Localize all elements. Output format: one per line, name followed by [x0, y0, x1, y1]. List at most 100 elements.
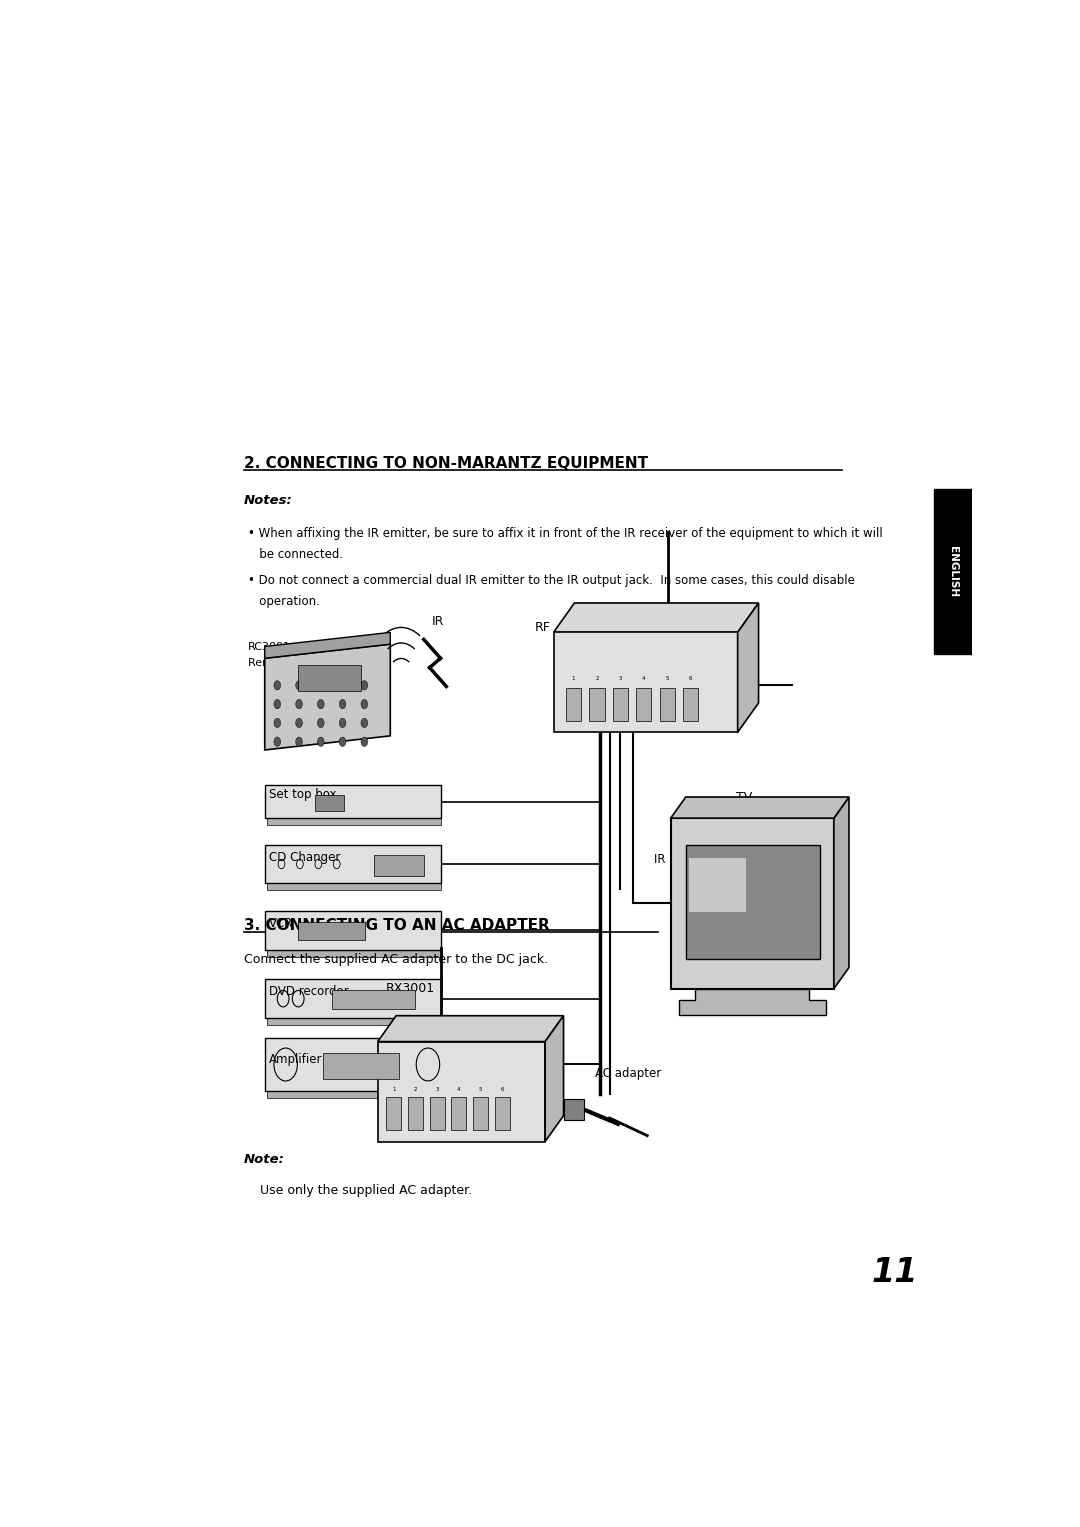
Text: 5: 5 — [665, 675, 670, 681]
Text: Remote controller: Remote controller — [248, 658, 348, 669]
Text: 6: 6 — [689, 675, 692, 681]
Bar — [934, 489, 972, 654]
Bar — [265, 1038, 457, 1090]
Bar — [267, 947, 441, 957]
Circle shape — [296, 681, 302, 690]
Bar — [267, 1015, 441, 1025]
Polygon shape — [265, 644, 390, 750]
Bar — [387, 1096, 401, 1130]
Bar — [378, 1041, 545, 1142]
Text: RX3001: RX3001 — [583, 632, 629, 646]
Circle shape — [274, 738, 281, 747]
Circle shape — [296, 699, 302, 709]
Bar — [265, 979, 441, 1019]
Bar — [473, 1096, 488, 1130]
Polygon shape — [554, 603, 758, 632]
Bar — [590, 687, 605, 721]
Text: RX3001: RX3001 — [387, 982, 435, 994]
Circle shape — [274, 681, 281, 690]
Text: 4: 4 — [643, 675, 646, 681]
Text: Notes:: Notes: — [244, 493, 293, 507]
Text: Use only the supplied AC adapter.: Use only the supplied AC adapter. — [244, 1183, 472, 1197]
Bar — [265, 785, 441, 818]
Text: operation.: operation. — [248, 596, 320, 608]
Bar — [323, 1054, 399, 1080]
Text: 1: 1 — [392, 1087, 395, 1092]
Text: 2. CONNECTING TO NON-MARANTZ EQUIPMENT: 2. CONNECTING TO NON-MARANTZ EQUIPMENT — [244, 457, 648, 470]
Bar — [315, 794, 345, 811]
Text: be connected.: be connected. — [248, 548, 343, 560]
Text: RC3001: RC3001 — [248, 641, 291, 652]
Circle shape — [339, 681, 346, 690]
Polygon shape — [679, 988, 826, 1014]
Text: RF: RF — [535, 620, 551, 634]
Circle shape — [361, 681, 367, 690]
Circle shape — [274, 718, 281, 728]
Text: • When affixing the IR emitter, be sure to affix it in front of the IR receiver : • When affixing the IR emitter, be sure … — [248, 527, 882, 539]
Text: VCR: VCR — [269, 916, 294, 930]
Text: CD Changer: CD Changer — [269, 851, 340, 864]
Text: 2: 2 — [595, 675, 598, 681]
Text: Connect the supplied AC adapter to the DC jack.: Connect the supplied AC adapter to the D… — [244, 953, 548, 967]
Circle shape — [296, 718, 302, 728]
Bar — [265, 912, 441, 950]
Bar — [374, 855, 423, 876]
Bar — [408, 1096, 423, 1130]
Bar — [495, 1096, 510, 1130]
Text: Amplifier: Amplifier — [269, 1054, 323, 1066]
Text: 3. CONNECTING TO AN AC ADAPTER: 3. CONNECTING TO AN AC ADAPTER — [244, 918, 550, 933]
Polygon shape — [545, 1015, 564, 1142]
Bar — [671, 818, 834, 988]
Circle shape — [318, 718, 324, 728]
Circle shape — [339, 699, 346, 709]
Text: 3: 3 — [619, 675, 622, 681]
Text: 5: 5 — [478, 1087, 483, 1092]
Circle shape — [318, 681, 324, 690]
Text: IR: IR — [432, 615, 445, 628]
Bar — [298, 666, 361, 692]
Circle shape — [296, 738, 302, 747]
Bar — [684, 687, 699, 721]
Circle shape — [339, 718, 346, 728]
Text: 6: 6 — [501, 1087, 504, 1092]
Text: Set top box: Set top box — [269, 788, 337, 800]
Polygon shape — [265, 632, 390, 658]
Polygon shape — [834, 797, 849, 988]
Bar — [564, 1099, 584, 1121]
Circle shape — [339, 738, 346, 747]
Bar — [267, 881, 441, 890]
Text: 1: 1 — [571, 675, 576, 681]
Polygon shape — [378, 1015, 564, 1041]
Bar — [451, 1096, 467, 1130]
Bar — [686, 846, 820, 959]
Bar — [554, 632, 738, 733]
Circle shape — [318, 738, 324, 747]
Bar — [566, 687, 581, 721]
Bar — [689, 858, 746, 912]
Circle shape — [361, 718, 367, 728]
Polygon shape — [671, 797, 849, 818]
Text: • Do not connect a commercial dual IR emitter to the IR output jack.  In some ca: • Do not connect a commercial dual IR em… — [248, 574, 855, 586]
Text: DVD recorder: DVD recorder — [269, 985, 349, 999]
Text: 11: 11 — [872, 1255, 918, 1289]
Bar — [660, 687, 675, 721]
Text: 2: 2 — [414, 1087, 417, 1092]
Bar — [332, 989, 416, 1009]
Circle shape — [274, 699, 281, 709]
Bar — [613, 687, 627, 721]
Bar — [636, 687, 651, 721]
Text: AC adapter: AC adapter — [595, 1066, 662, 1080]
Text: 3: 3 — [435, 1087, 438, 1092]
Text: IR Emitter cable: IR Emitter cable — [653, 854, 748, 866]
Text: Note:: Note: — [244, 1153, 285, 1167]
Bar — [267, 1089, 457, 1098]
Bar — [430, 1096, 445, 1130]
Text: ENGLISH: ENGLISH — [948, 545, 958, 597]
Bar — [265, 846, 441, 883]
Text: TV: TV — [735, 791, 753, 805]
Bar — [298, 922, 365, 941]
Text: 4: 4 — [457, 1087, 461, 1092]
Polygon shape — [738, 603, 758, 733]
Circle shape — [361, 738, 367, 747]
Circle shape — [361, 699, 367, 709]
